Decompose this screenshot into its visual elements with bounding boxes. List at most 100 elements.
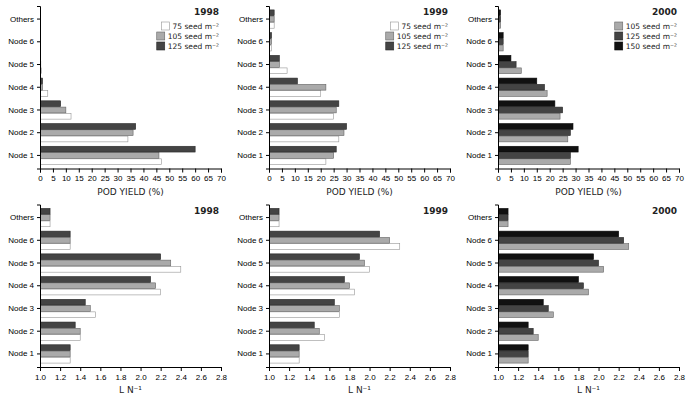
x-tick-label: 0 bbox=[267, 174, 272, 183]
y-tick-mark bbox=[266, 331, 269, 332]
x-tick: 45 bbox=[610, 169, 619, 184]
bar bbox=[498, 322, 528, 328]
x-tick: 10 bbox=[291, 169, 300, 184]
legend: 105 seed m⁻²125 seed m⁻²150 seed m⁻² bbox=[615, 22, 677, 51]
x-tick-mark bbox=[347, 169, 348, 173]
legend-swatch bbox=[615, 42, 623, 50]
x-tick-label: 50 bbox=[165, 174, 174, 183]
bar-series bbox=[498, 22, 570, 164]
x-tick-mark bbox=[131, 169, 132, 173]
bar bbox=[269, 215, 279, 221]
bar bbox=[40, 159, 162, 165]
x-tick-label: 2.4 bbox=[405, 373, 417, 382]
x-tick-label: 60 bbox=[649, 174, 658, 183]
y-axis: Node 1Node 2Node 3Node 4Node 5Node 6Othe… bbox=[8, 7, 40, 170]
bar bbox=[40, 130, 133, 136]
x-tick: 5 bbox=[51, 169, 56, 184]
x-tick: 1.0 bbox=[35, 367, 47, 382]
y-tick: Node 4 bbox=[466, 281, 498, 290]
y-tick: Node 6 bbox=[466, 37, 498, 46]
bar bbox=[40, 312, 95, 318]
x-tick: 60 bbox=[420, 169, 429, 184]
y-tick: Node 6 bbox=[466, 236, 498, 245]
bar bbox=[40, 146, 195, 152]
bar bbox=[269, 237, 390, 243]
x-tick-mark bbox=[370, 367, 371, 371]
x-axis: 1.01.21.41.61.82.02.22.42.62.8 bbox=[264, 367, 457, 382]
bar bbox=[40, 153, 159, 159]
x-tick-label: 5 bbox=[51, 174, 56, 183]
bar bbox=[269, 254, 360, 260]
x-tick-label: 5 bbox=[509, 174, 514, 183]
bar bbox=[498, 231, 619, 237]
x-tick-label: 60 bbox=[420, 174, 429, 183]
panel: 1.01.21.41.61.82.02.22.42.62.8Node 1Node… bbox=[0, 205, 228, 395]
x-tick-mark bbox=[295, 169, 296, 173]
x-axis: 0510152025303540455055606570 bbox=[496, 169, 684, 184]
y-axis-line bbox=[495, 7, 499, 170]
bar bbox=[498, 159, 570, 165]
x-tick: 25 bbox=[101, 169, 110, 184]
bar bbox=[40, 136, 128, 142]
x-tick-label: 30 bbox=[114, 174, 123, 183]
x-tick-label: 35 bbox=[127, 174, 136, 183]
legend-label: 105 seed m⁻² bbox=[397, 32, 448, 41]
x-tick: 2.0 bbox=[593, 367, 605, 382]
bar bbox=[269, 231, 380, 237]
x-tick-mark bbox=[201, 367, 202, 371]
x-tick-label: 15 bbox=[533, 174, 542, 183]
bar bbox=[269, 208, 279, 214]
x-tick: 50 bbox=[165, 169, 174, 184]
x-tick-label: 0 bbox=[38, 174, 43, 183]
annotation: 1998 bbox=[194, 7, 219, 17]
bar bbox=[269, 124, 347, 130]
plot-area bbox=[269, 10, 347, 165]
bar-series bbox=[269, 221, 400, 363]
x-tick-mark bbox=[321, 169, 322, 173]
legend-item: 125 seed m⁻² bbox=[157, 42, 219, 51]
x-tick: 60 bbox=[191, 169, 200, 184]
y-tick-label: Node 4 bbox=[8, 281, 34, 290]
x-axis: 0510152025303540455055606570 bbox=[267, 169, 455, 184]
legend: 75 seed m⁻²105 seed m⁻²125 seed m⁻² bbox=[157, 22, 219, 51]
x-tick-mark bbox=[53, 169, 54, 173]
x-axis: 1.01.21.41.61.82.02.22.42.62.8 bbox=[493, 367, 686, 382]
y-tick: Node 6 bbox=[237, 236, 269, 245]
x-tick-mark bbox=[666, 169, 667, 173]
y-tick-label: Node 3 bbox=[8, 304, 34, 313]
x-tick-mark bbox=[619, 367, 620, 371]
x-axis-title: POD YIELD (%) bbox=[326, 187, 393, 197]
y-tick-label: Node 1 bbox=[466, 349, 492, 358]
x-tick: 30 bbox=[343, 169, 352, 184]
y-tick-label: Others bbox=[10, 213, 34, 222]
x-tick-label: 50 bbox=[394, 174, 403, 183]
y-tick-label: Node 1 bbox=[237, 349, 263, 358]
y-tick: Others bbox=[239, 15, 269, 24]
annotation: 2000 bbox=[652, 7, 677, 17]
y-tick: Node 4 bbox=[237, 83, 269, 92]
x-tick-label: 2.2 bbox=[156, 373, 168, 382]
bar bbox=[498, 237, 624, 243]
x-tick-mark bbox=[614, 169, 615, 173]
x-tick: 25 bbox=[330, 169, 339, 184]
x-tick: 0 bbox=[267, 169, 272, 184]
legend-label: 75 seed m⁻² bbox=[402, 22, 448, 31]
bar bbox=[269, 146, 336, 152]
x-tick: 15 bbox=[75, 169, 84, 184]
bar bbox=[40, 107, 66, 113]
y-tick: Node 2 bbox=[237, 327, 269, 336]
bar bbox=[269, 335, 324, 341]
x-tick-label: 60 bbox=[191, 174, 200, 183]
bar-series bbox=[40, 215, 171, 357]
x-tick-label: 2.2 bbox=[614, 373, 626, 382]
x-tick-label: 70 bbox=[675, 174, 684, 183]
bar bbox=[269, 91, 321, 97]
bar bbox=[498, 260, 599, 266]
bar-series bbox=[269, 22, 339, 164]
x-tick-label: 15 bbox=[304, 174, 313, 183]
y-tick-mark bbox=[37, 64, 40, 65]
x-tick-mark bbox=[640, 169, 641, 173]
x-tick-mark bbox=[639, 367, 640, 371]
x-axis-title: POD YIELD (%) bbox=[97, 187, 164, 197]
x-axis-title: L N⁻¹ bbox=[119, 385, 142, 395]
